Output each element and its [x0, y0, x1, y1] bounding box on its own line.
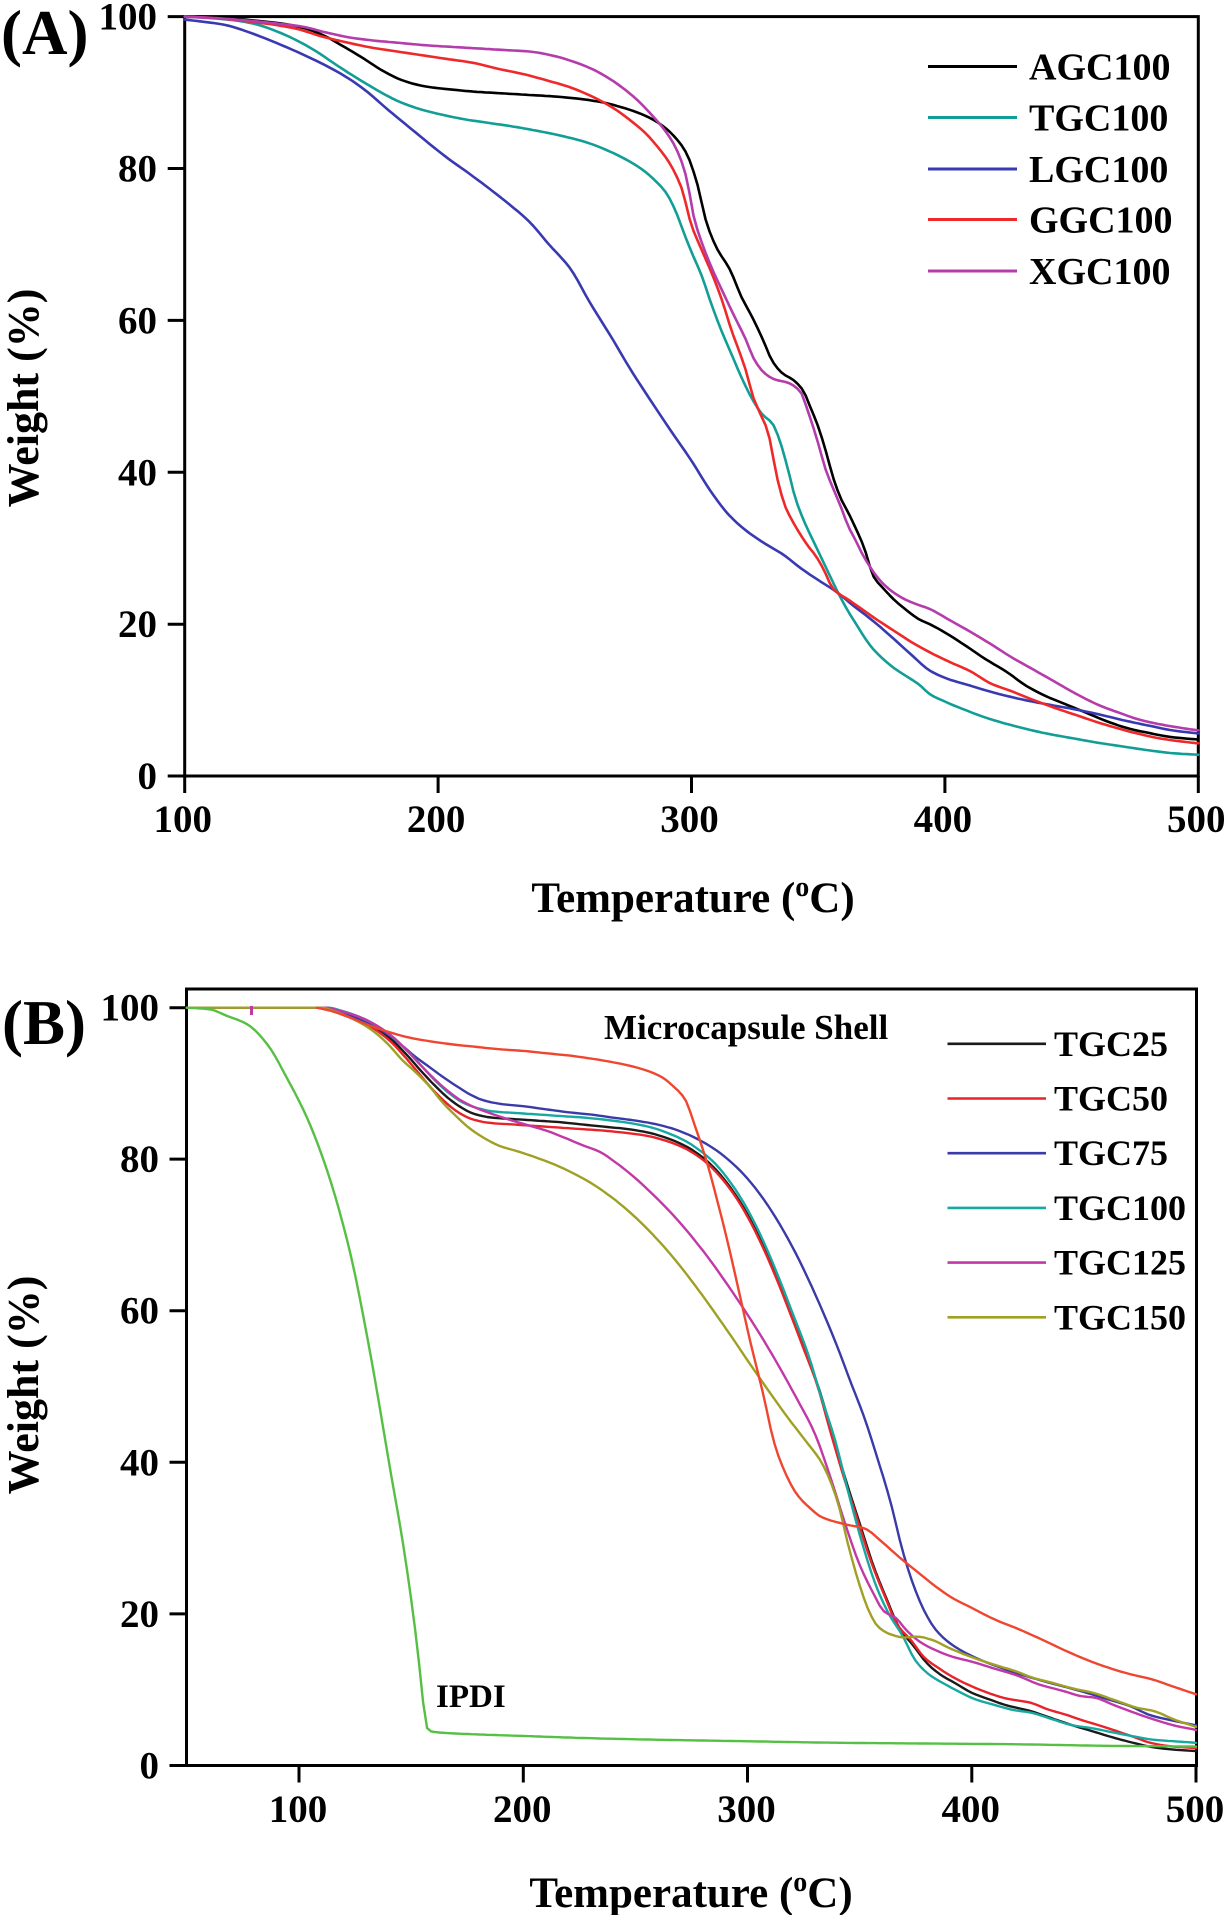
svg-text:300: 300	[717, 1788, 776, 1831]
svg-text:AGC100: AGC100	[1029, 47, 1170, 89]
svg-text:80: 80	[120, 1138, 159, 1181]
svg-text:TGC75: TGC75	[1054, 1133, 1168, 1173]
svg-text:40: 40	[118, 451, 157, 494]
svg-text:100: 100	[99, 0, 158, 39]
svg-text:80: 80	[118, 148, 157, 191]
svg-text:60: 60	[120, 1290, 159, 1333]
svg-text:TGC100: TGC100	[1029, 98, 1168, 140]
svg-text:300: 300	[660, 798, 719, 841]
svg-text:200: 200	[407, 798, 466, 841]
svg-text:(A): (A)	[1, 0, 88, 68]
svg-text:IPDI: IPDI	[436, 1679, 506, 1715]
svg-text:0: 0	[140, 1745, 160, 1788]
svg-text:200: 200	[493, 1788, 552, 1831]
svg-text:(B): (B)	[2, 988, 86, 1058]
svg-text:60: 60	[118, 299, 157, 342]
svg-text:100: 100	[153, 798, 212, 841]
svg-text:TGC25: TGC25	[1054, 1024, 1168, 1064]
svg-text:Microcapsule Shell: Microcapsule Shell	[604, 1008, 888, 1047]
svg-text:GGC100: GGC100	[1029, 200, 1173, 242]
svg-text:100: 100	[101, 987, 160, 1030]
svg-text:500: 500	[1167, 798, 1226, 841]
svg-text:TGC125: TGC125	[1054, 1243, 1186, 1283]
svg-text:TGC50: TGC50	[1054, 1079, 1168, 1119]
svg-text:Weight (%): Weight (%)	[0, 1276, 48, 1495]
svg-text:20: 20	[120, 1593, 159, 1636]
svg-text:TGC150: TGC150	[1054, 1297, 1186, 1337]
svg-text:TGC100: TGC100	[1054, 1188, 1186, 1228]
svg-text:500: 500	[1166, 1788, 1225, 1831]
svg-text:100: 100	[269, 1788, 328, 1831]
svg-text:400: 400	[942, 1788, 1001, 1831]
svg-text:LGC100: LGC100	[1029, 149, 1168, 191]
svg-text:0: 0	[138, 755, 158, 798]
svg-text:40: 40	[120, 1441, 159, 1484]
svg-text:Weight (%): Weight (%)	[0, 289, 48, 508]
svg-text:20: 20	[118, 603, 157, 646]
svg-text:XGC100: XGC100	[1029, 251, 1170, 293]
svg-text:400: 400	[914, 798, 973, 841]
